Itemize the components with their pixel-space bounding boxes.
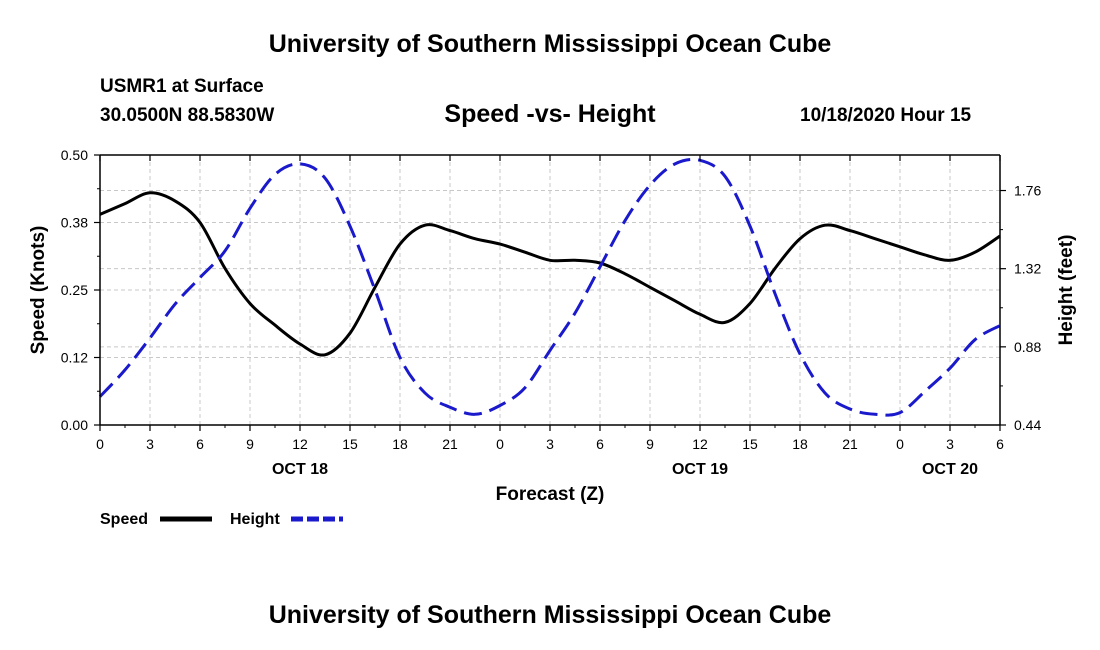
legend: Speed Height bbox=[100, 511, 343, 528]
y-tick-label: 0.25 bbox=[61, 282, 88, 298]
x-tick-label: 18 bbox=[392, 436, 408, 452]
y-tick-label: 0.00 bbox=[61, 417, 88, 433]
x-tick-label: 9 bbox=[646, 436, 654, 452]
y2-tick-label: 0.88 bbox=[1014, 339, 1041, 355]
station-coordinates: 30.0500N 88.5830W bbox=[100, 105, 275, 126]
station-name: USMR1 at Surface bbox=[100, 76, 264, 97]
x-tick-label: 6 bbox=[596, 436, 604, 452]
y-axis-title: Speed (Knots) bbox=[28, 226, 49, 355]
labels-layer: 0 3 6 9 12 15 18 21 0 3 6 9 12 15 18 21 0 3 6 OCT 18 OCT 19 O… bbox=[28, 147, 1077, 505]
x-tick-label: 3 bbox=[546, 436, 554, 452]
x-tick-label: 15 bbox=[742, 436, 758, 452]
date-label: OCT 18 bbox=[272, 461, 328, 478]
x-tick-label: 21 bbox=[842, 436, 858, 452]
y2-tick-label: 1.76 bbox=[1014, 183, 1041, 199]
y2-tick-label: 0.44 bbox=[1014, 417, 1041, 433]
chart-title: Speed -vs- Height bbox=[444, 100, 656, 128]
date-label: OCT 20 bbox=[922, 461, 978, 478]
x-tick-label: 0 bbox=[496, 436, 504, 452]
series-layer bbox=[98, 157, 1001, 417]
x-axis-title: Forecast (Z) bbox=[496, 484, 605, 505]
x-tick-label: 18 bbox=[792, 436, 808, 452]
speed-series-line bbox=[99, 191, 1001, 357]
date-label: OCT 19 bbox=[672, 461, 728, 478]
legend-label-height: Height bbox=[230, 511, 280, 528]
grid-layer bbox=[100, 155, 1000, 426]
y2-tick-label: 1.32 bbox=[1014, 261, 1041, 277]
x-tick-label: 0 bbox=[896, 436, 904, 452]
x-tick-label: 15 bbox=[342, 436, 358, 452]
x-tick-label: 3 bbox=[946, 436, 954, 452]
legend-label-speed: Speed bbox=[100, 511, 148, 528]
axes-layer bbox=[94, 154, 1006, 431]
x-tick-label: 6 bbox=[996, 436, 1004, 452]
bottom-title: University of Southern Mississippi Ocean… bbox=[268, 601, 832, 629]
x-tick-label: 0 bbox=[96, 436, 104, 452]
height-series-line bbox=[98, 157, 1001, 417]
x-tick-label: 12 bbox=[292, 436, 308, 452]
y2-axis-title: Height (feet) bbox=[1056, 235, 1077, 346]
y-tick-label: 0.12 bbox=[61, 350, 88, 366]
x-tick-label: 6 bbox=[196, 436, 204, 452]
x-tick-label: 21 bbox=[442, 436, 458, 452]
x-tick-label: 3 bbox=[146, 436, 154, 452]
x-tick-label: 12 bbox=[692, 436, 708, 452]
top-title: University of Southern Mississippi Ocean… bbox=[268, 30, 832, 58]
y-tick-label: 0.38 bbox=[61, 215, 88, 231]
forecast-datetime: 10/18/2020 Hour 15 bbox=[800, 105, 972, 126]
y-tick-label: 0.50 bbox=[61, 147, 88, 163]
x-tick-label: 9 bbox=[246, 436, 254, 452]
